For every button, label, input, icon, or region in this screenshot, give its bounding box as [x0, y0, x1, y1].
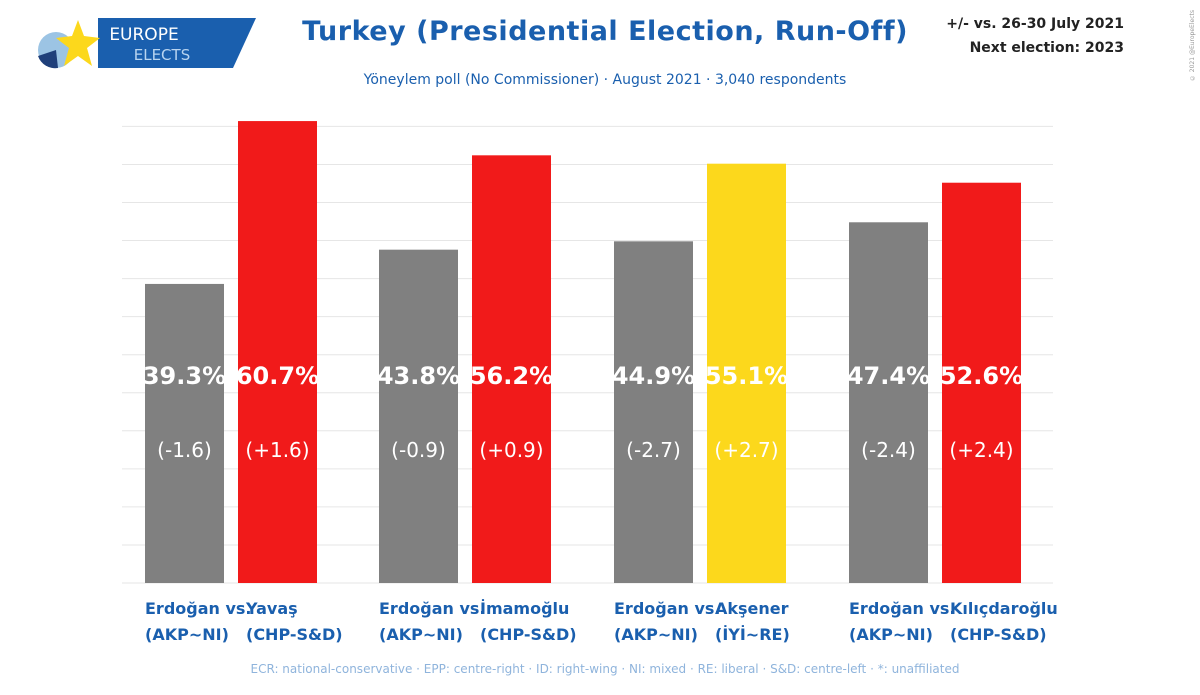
- bar: [707, 163, 786, 583]
- value-label: 39.3%: [143, 362, 226, 390]
- value-label: 60.7%: [236, 362, 319, 390]
- note-line-1: +/- vs. 26-30 July 2021: [946, 16, 1124, 32]
- bar: [849, 222, 928, 583]
- category-label: Kılıçdaroğlu (CHP-S&D): [950, 599, 1058, 644]
- value-label: 55.1%: [705, 362, 788, 390]
- europe-elects-logo: EUROPE ELECTS: [38, 18, 256, 69]
- change-label: (+2.4): [949, 438, 1013, 462]
- chart-subtitle: Yöneylem poll (No Commissioner) · August…: [363, 72, 847, 88]
- plot-area: 39.3% (-1.6) 60.7% (+1.6) 43.8% (-0.9) 56.2% (+…: [122, 121, 1053, 584]
- category-label: Erdoğan vs. (AKP~NI): [379, 599, 486, 644]
- category-label: Erdoğan vs. (AKP~NI): [614, 599, 721, 644]
- value-label: 47.4%: [847, 362, 930, 390]
- change-label: (-2.7): [626, 438, 681, 462]
- bar: [614, 241, 693, 583]
- bar: [942, 182, 1021, 584]
- logo-text-1: EUROPE: [109, 25, 178, 45]
- category-label: Erdoğan vs. (AKP~NI): [145, 599, 252, 644]
- category-label: Erdoğan vs. (AKP~NI): [849, 599, 956, 644]
- value-label: 43.8%: [377, 362, 460, 390]
- bar: [379, 249, 458, 583]
- bar: [238, 121, 317, 583]
- logo-text-2: ELECTS: [134, 46, 190, 64]
- change-label: (+2.7): [714, 438, 778, 462]
- category-label: İmamoğlu (CHP-S&D): [480, 599, 577, 644]
- comparison-note: +/- vs. 26-30 July 2021 Next election: 2…: [946, 12, 1124, 60]
- category-label: Akşener (İYİ~RE): [715, 599, 790, 644]
- change-label: (-2.4): [861, 438, 916, 462]
- change-label: (-0.9): [391, 438, 446, 462]
- change-label: (-1.6): [157, 438, 212, 462]
- bar: [145, 283, 224, 583]
- chart-title: Turkey (Presidential Election, Run-Off): [302, 16, 908, 47]
- value-label: 44.9%: [612, 362, 695, 390]
- change-label: (+1.6): [245, 438, 309, 462]
- note-line-2: Next election: 2023: [969, 40, 1124, 56]
- value-label: 56.2%: [470, 362, 553, 390]
- value-label: 52.6%: [940, 362, 1023, 390]
- footer-legend: ECR: national-conservative · EPP: centre…: [250, 662, 960, 676]
- bar: [472, 155, 551, 583]
- category-label: Yavaş (CHP-S&D): [246, 599, 343, 644]
- change-label: (+0.9): [479, 438, 543, 462]
